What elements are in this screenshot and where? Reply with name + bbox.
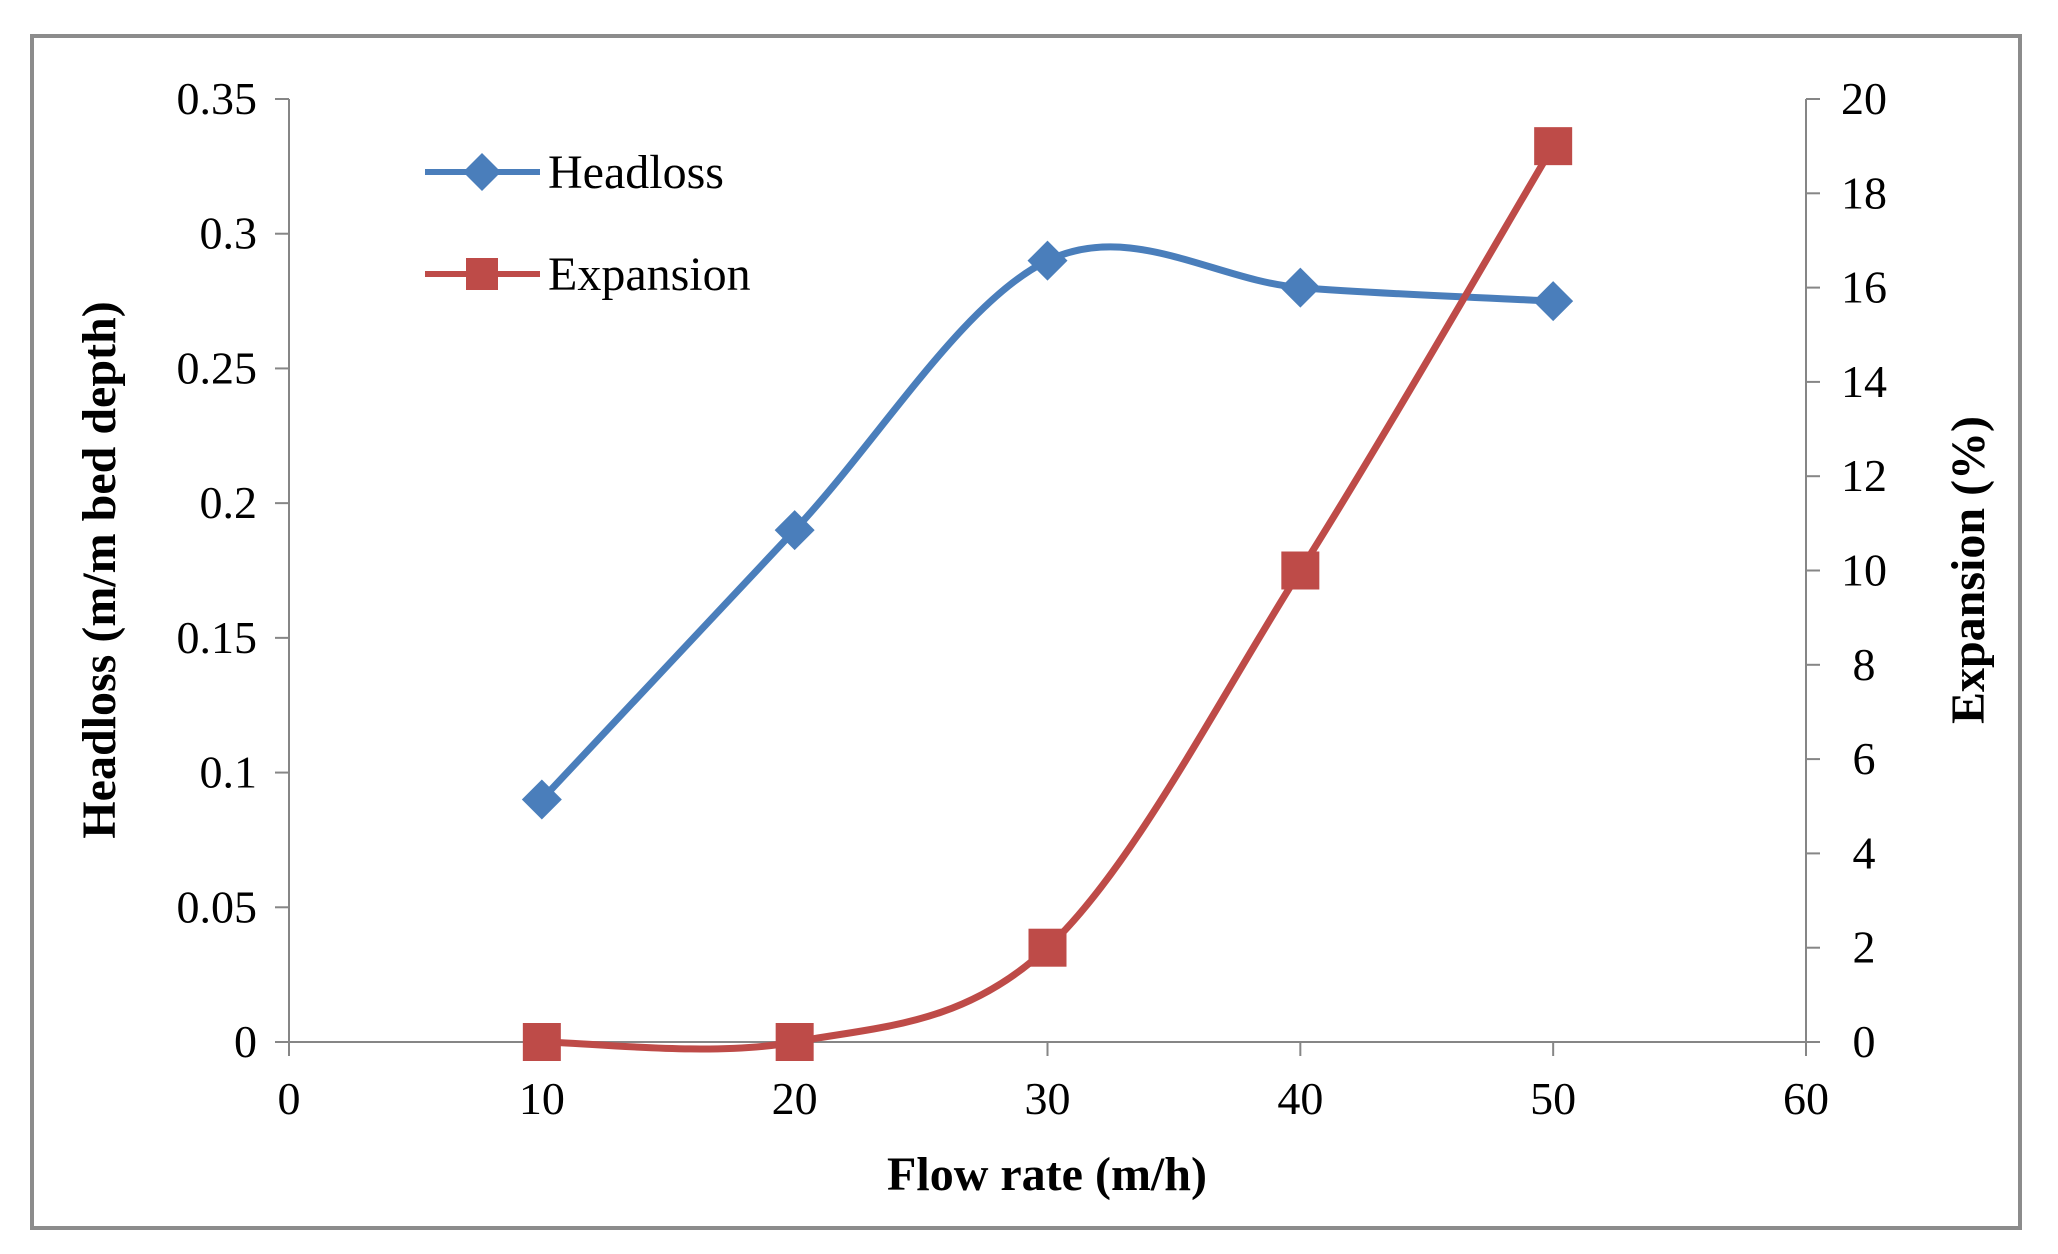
left-y-axis-title: Headloss (m/m bed depth): [73, 301, 126, 838]
expansion-point: [1534, 127, 1573, 166]
x-tick-label: 10: [519, 1073, 565, 1124]
headloss-point: [1027, 240, 1068, 281]
legend-expansion-marker: [466, 258, 498, 290]
x-tick-label: 40: [1277, 1073, 1323, 1124]
x-axis-ticks: 0 10 20 30 40 50 60: [278, 1042, 1829, 1124]
right-y-tick-label: 6: [1853, 733, 1876, 784]
left-y-tick-label: 0.35: [177, 73, 258, 124]
left-y-tick-label: 0.2: [200, 477, 258, 528]
expansion-series-line: [538, 142, 1557, 1053]
left-y-tick-label: 0.15: [177, 612, 258, 663]
right-y-tick-label: 20: [1841, 73, 1887, 124]
left-y-tick-label: 0.3: [200, 208, 258, 259]
left-y-tick-label: 0.25: [177, 342, 258, 393]
left-y-tick-label: 0: [234, 1016, 257, 1067]
chart-frame: [30, 34, 2022, 1230]
x-axis-title: Flow rate (m/h): [887, 1148, 1207, 1201]
left-y-axis-ticks: 0 0.05 0.1 0.15 0.2 0.25 0.3 0.35: [177, 73, 289, 1067]
right-y-tick-label: 14: [1841, 356, 1887, 407]
expansion-point: [522, 1023, 561, 1061]
legend-headloss-label: Headloss: [548, 146, 724, 199]
right-y-axis-title: Expansion (%): [1942, 416, 1995, 724]
legend-headloss-marker: [463, 153, 501, 191]
left-y-tick-label: 0.05: [177, 881, 258, 932]
legend: Headloss Expansion: [425, 146, 751, 301]
right-y-tick-label: 12: [1841, 450, 1887, 501]
right-y-tick-label: 10: [1841, 545, 1887, 596]
expansion-point: [775, 1023, 814, 1061]
right-y-tick-label: 0: [1853, 1016, 1876, 1067]
headloss-point: [774, 510, 815, 551]
expansion-point: [1281, 551, 1320, 590]
right-y-tick-label: 18: [1841, 167, 1887, 218]
right-y-axis-ticks: 0 2 4 6 8 10 12 14 16 18 20: [1806, 73, 1887, 1067]
legend-item-headloss: Headloss: [425, 146, 724, 199]
legend-expansion-label: Expansion: [548, 248, 751, 301]
headloss-point: [1280, 267, 1321, 308]
right-y-tick-label: 4: [1853, 827, 1876, 878]
legend-item-expansion: Expansion: [425, 248, 751, 301]
expansion-point: [1028, 928, 1067, 967]
series-layer: [521, 127, 1574, 1061]
x-tick-label: 50: [1530, 1073, 1576, 1124]
left-y-tick-label: 0.1: [200, 747, 258, 798]
headloss-point: [1533, 281, 1574, 322]
headloss-point: [521, 779, 562, 820]
x-tick-label: 30: [1025, 1073, 1071, 1124]
x-tick-label: 0: [278, 1073, 301, 1124]
right-y-tick-label: 16: [1841, 262, 1887, 313]
right-y-tick-label: 8: [1853, 639, 1876, 690]
headloss-series-line: [538, 243, 1557, 804]
x-tick-label: 60: [1783, 1073, 1829, 1124]
right-y-tick-label: 2: [1853, 922, 1876, 973]
x-tick-label: 20: [772, 1073, 818, 1124]
